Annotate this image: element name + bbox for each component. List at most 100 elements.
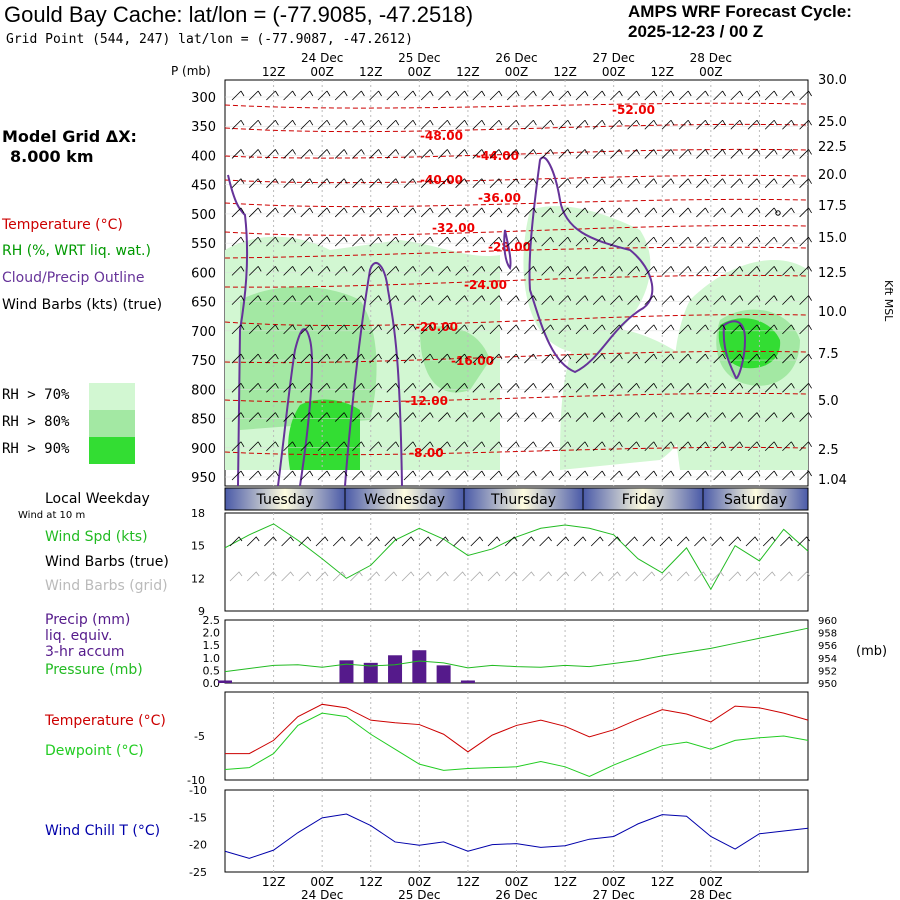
wind-barb xyxy=(524,441,537,452)
rh90-swatch xyxy=(89,437,135,464)
wind-barb xyxy=(799,353,812,364)
wind-barb xyxy=(266,90,279,101)
wind-barb xyxy=(799,90,812,101)
pressure-unit-label: (mb) xyxy=(856,644,887,659)
surface-wind-barb-true xyxy=(281,536,294,547)
wind-barb xyxy=(541,441,554,452)
wind-barb xyxy=(713,178,726,188)
wind-barb xyxy=(610,90,623,101)
wind-barb xyxy=(266,470,279,481)
wind-barb xyxy=(678,383,692,393)
wind-barb xyxy=(678,412,692,422)
wind-barb xyxy=(696,178,709,188)
wind-barb xyxy=(248,207,262,218)
wind-barb xyxy=(248,149,262,159)
surface-wind-barb-grid xyxy=(608,571,621,582)
rh-shading-region xyxy=(523,206,651,353)
wind-barb xyxy=(455,236,468,247)
wind-barb xyxy=(248,412,262,422)
surface-wind-barb-true xyxy=(556,536,570,547)
wind-barb xyxy=(472,149,486,159)
windchill-tick-label: -10 xyxy=(189,784,207,797)
height-tick-label: 5.0 xyxy=(818,394,839,409)
wind-barb xyxy=(644,236,658,247)
wind-barb xyxy=(764,324,778,335)
weekday-label: Thursday xyxy=(490,492,556,508)
precip-accum-legend: 3-hr accum xyxy=(45,644,125,660)
surface-wind-barb-grid xyxy=(659,571,673,582)
rh70-swatch xyxy=(89,383,135,410)
wind-barb xyxy=(455,295,468,305)
weekday-cell xyxy=(702,487,809,511)
temperature-contour-label: -12.00 xyxy=(405,394,448,408)
wind-barb xyxy=(489,412,503,422)
surface-wind-barb-grid xyxy=(762,571,776,582)
wind-barb xyxy=(472,353,486,364)
cloud-outline xyxy=(503,229,512,271)
wind-barb xyxy=(369,383,382,393)
wind-barb xyxy=(558,295,572,305)
wind-barb xyxy=(420,207,434,218)
surface-wind-barb-true xyxy=(642,536,656,547)
wind-barb xyxy=(782,353,795,364)
bottom-date-label: 25 Dec xyxy=(398,888,440,900)
temperature-contour xyxy=(224,148,809,159)
wind-barb xyxy=(730,412,744,422)
surface-wind-barb-true xyxy=(573,536,587,547)
wind-barb xyxy=(231,324,245,335)
wind-barb xyxy=(352,412,365,422)
wind-barb xyxy=(541,149,554,159)
wind-barb xyxy=(300,90,314,101)
wind-barb xyxy=(455,441,468,452)
surface-wind-barb-grid xyxy=(315,571,329,582)
temperature-line xyxy=(225,703,809,755)
model-grid-label: Model Grid ΔX: xyxy=(2,127,137,146)
wind-barb xyxy=(782,149,795,159)
wind-barb xyxy=(661,119,675,130)
wind-barb xyxy=(369,266,382,276)
wind-barb xyxy=(472,470,486,481)
surface-wind-barb-true xyxy=(401,536,415,547)
height-tick-label: 30.0 xyxy=(818,73,847,88)
pressure-axis-unit: P (mb) xyxy=(171,64,211,78)
wind-barb xyxy=(352,207,365,218)
wind-barb xyxy=(747,149,761,159)
temperature-contour xyxy=(224,198,809,208)
wind-barb xyxy=(266,207,279,218)
wind-barb xyxy=(747,441,761,452)
wind-barb xyxy=(317,90,331,101)
top-date-label: 28 Dec xyxy=(690,51,732,65)
bottom-time-label: 00Z xyxy=(699,875,723,889)
wind-barb xyxy=(472,207,486,218)
wind-barb xyxy=(506,207,520,218)
bottom-time-label: 00Z xyxy=(505,875,529,889)
precip-tick-label: 1.0 xyxy=(203,652,221,665)
wind-barb xyxy=(696,470,709,481)
wind-barb xyxy=(575,441,589,452)
temperature-contour xyxy=(224,123,809,133)
bottom-time-label: 00Z xyxy=(310,875,334,889)
wind-barb xyxy=(352,324,365,335)
wind-barb xyxy=(420,470,434,481)
wind-barb xyxy=(283,149,296,159)
wind-barb xyxy=(352,119,365,130)
wind-barb xyxy=(334,295,348,305)
wind-barb xyxy=(248,383,262,393)
surface-wind-barb-true xyxy=(797,536,810,547)
wind-barb xyxy=(472,295,486,305)
precip-tick-label: 2.0 xyxy=(203,627,221,640)
bottom-date-label: 24 Dec xyxy=(301,888,343,900)
surface-wind-barb-grid xyxy=(642,571,656,582)
wind-barb xyxy=(334,266,348,276)
wind-barb xyxy=(317,207,331,218)
rh-shading-region xyxy=(288,399,360,470)
wind-barb xyxy=(352,236,365,247)
wind-barb xyxy=(558,383,572,393)
wind-barb xyxy=(231,90,245,101)
surface-wind-barb-grid xyxy=(745,571,759,582)
wind-barb xyxy=(661,207,675,218)
wind-barb xyxy=(627,412,640,422)
wind-barb xyxy=(644,324,658,335)
wind-barb xyxy=(506,383,520,393)
surface-wind-barb-true xyxy=(418,536,432,547)
